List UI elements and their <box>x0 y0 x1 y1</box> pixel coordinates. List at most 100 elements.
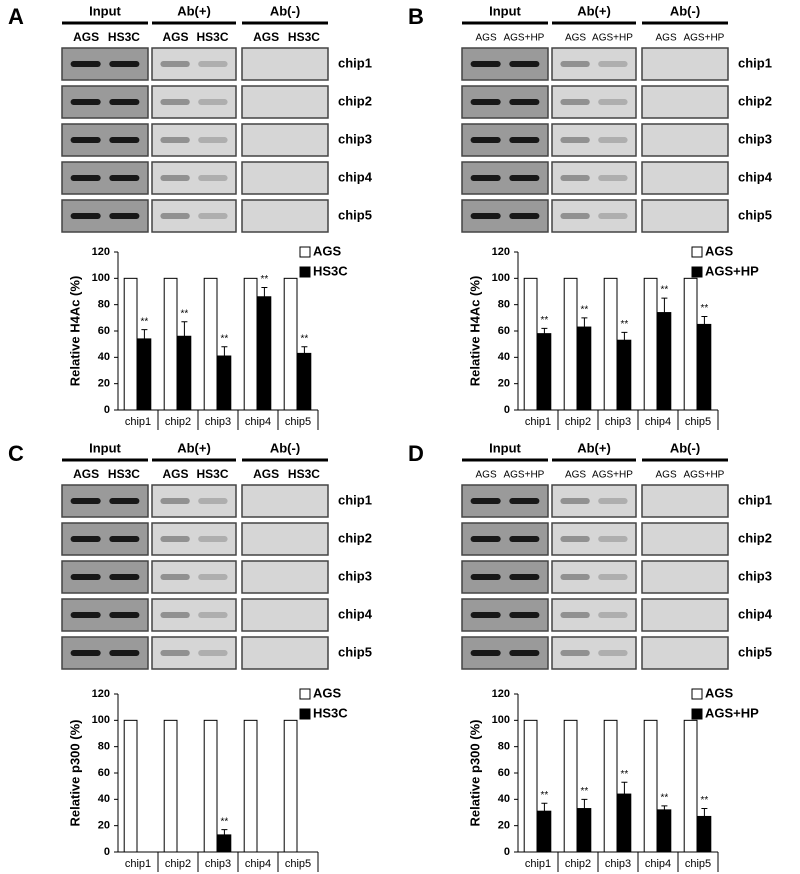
legend-label: HS3C <box>313 705 348 720</box>
gel-band <box>70 498 101 504</box>
gel-box <box>551 598 637 632</box>
x-tick-label: chip5 <box>685 416 711 428</box>
gel-band <box>198 498 228 504</box>
bar <box>617 793 632 853</box>
significance: ** <box>701 303 709 314</box>
lane-label: HS3C <box>196 30 228 44</box>
error-bar <box>261 287 268 297</box>
panel-letter: B <box>408 4 424 29</box>
row-label: chip2 <box>338 530 372 545</box>
significance: ** <box>301 333 309 344</box>
lane-label: AGS <box>163 467 189 481</box>
gel-box <box>151 598 237 632</box>
row-label: chip3 <box>738 568 772 583</box>
legend-swatch <box>299 246 311 258</box>
gel-band <box>560 175 590 181</box>
error-bar <box>581 317 588 328</box>
gel-box <box>641 636 729 670</box>
panel: D Input AGS AGS+HP Ab(+) AGS AGS+HP Ab(-) AGS AGS… <box>408 440 773 872</box>
significance: ** <box>661 793 669 804</box>
gel-box <box>641 522 729 556</box>
significance: ** <box>701 795 709 806</box>
group-label: Input <box>89 3 121 18</box>
significance: ** <box>141 316 149 327</box>
y-axis-label: Relative H4Ac (%) <box>467 276 482 387</box>
lane-label: HS3C <box>108 30 140 44</box>
bar <box>283 719 298 853</box>
gel-band <box>560 137 590 143</box>
gel-band <box>109 650 140 656</box>
gel-box <box>151 123 237 157</box>
gel-band <box>198 612 228 618</box>
bar <box>297 352 312 411</box>
gel-box <box>151 161 237 195</box>
gel-box <box>551 85 637 119</box>
gel-band <box>160 61 190 67</box>
gel-band <box>160 213 190 219</box>
y-axis-label: Relative p300 (%) <box>67 720 82 827</box>
y-tick-label: 80 <box>98 299 110 311</box>
legend-swatch <box>691 688 703 700</box>
x-tick-label: chip1 <box>125 416 151 428</box>
gel-band <box>598 536 628 542</box>
gel-box <box>551 560 637 594</box>
legend-label: AGS <box>705 685 734 700</box>
y-axis-label: Relative p300 (%) <box>467 720 482 827</box>
error-bar <box>581 798 588 809</box>
gel-box <box>551 199 637 233</box>
significance: ** <box>661 285 669 296</box>
gel-band <box>470 498 501 504</box>
y-tick-label: 100 <box>92 272 110 284</box>
gel-band <box>109 498 140 504</box>
lane-label: AGS <box>476 470 497 481</box>
gel-band <box>70 213 101 219</box>
gel-band <box>109 213 140 219</box>
bar <box>643 277 658 411</box>
gel-box <box>241 484 329 518</box>
bar <box>203 277 218 411</box>
gel-box <box>551 484 637 518</box>
gel-box <box>241 522 329 556</box>
lane-label: HS3C <box>108 467 140 481</box>
gel-band <box>470 650 501 656</box>
bar <box>683 719 698 853</box>
gel-box <box>551 123 637 157</box>
gel-box <box>551 47 637 81</box>
bar <box>523 719 538 853</box>
gel-band <box>560 213 590 219</box>
bar <box>603 719 618 853</box>
gel-band <box>109 61 140 67</box>
gel-band <box>198 650 228 656</box>
row-label: chip1 <box>338 55 372 70</box>
gel-box <box>241 598 329 632</box>
group-label: Ab(-) <box>270 3 300 18</box>
significance: ** <box>181 308 189 319</box>
legend-label: HS3C <box>313 263 348 278</box>
error-bar <box>141 329 148 339</box>
gel-band <box>598 612 628 618</box>
gel-band <box>198 574 228 580</box>
row-label: chip5 <box>738 207 772 222</box>
gel-band <box>470 137 501 143</box>
bar <box>203 719 218 853</box>
gel-band <box>109 137 140 143</box>
y-tick-label: 40 <box>498 793 510 805</box>
gel-box <box>241 560 329 594</box>
error-bar <box>621 331 628 341</box>
gel-box <box>551 636 637 670</box>
y-tick-label: 80 <box>98 741 110 753</box>
bar <box>577 808 592 853</box>
error-bar <box>221 829 228 835</box>
group-label: Ab(-) <box>670 440 700 455</box>
lane-label: AGS <box>163 30 189 44</box>
gel-band <box>160 99 190 105</box>
lane-label: AGS <box>73 467 99 481</box>
gel-box <box>641 123 729 157</box>
y-tick-label: 120 <box>492 246 510 258</box>
bar <box>537 333 552 411</box>
gel-band <box>598 175 628 181</box>
gel-band <box>109 574 140 580</box>
row-label: chip3 <box>338 568 372 583</box>
error-bar <box>661 805 668 810</box>
legend-label: AGS+HP <box>705 263 759 278</box>
